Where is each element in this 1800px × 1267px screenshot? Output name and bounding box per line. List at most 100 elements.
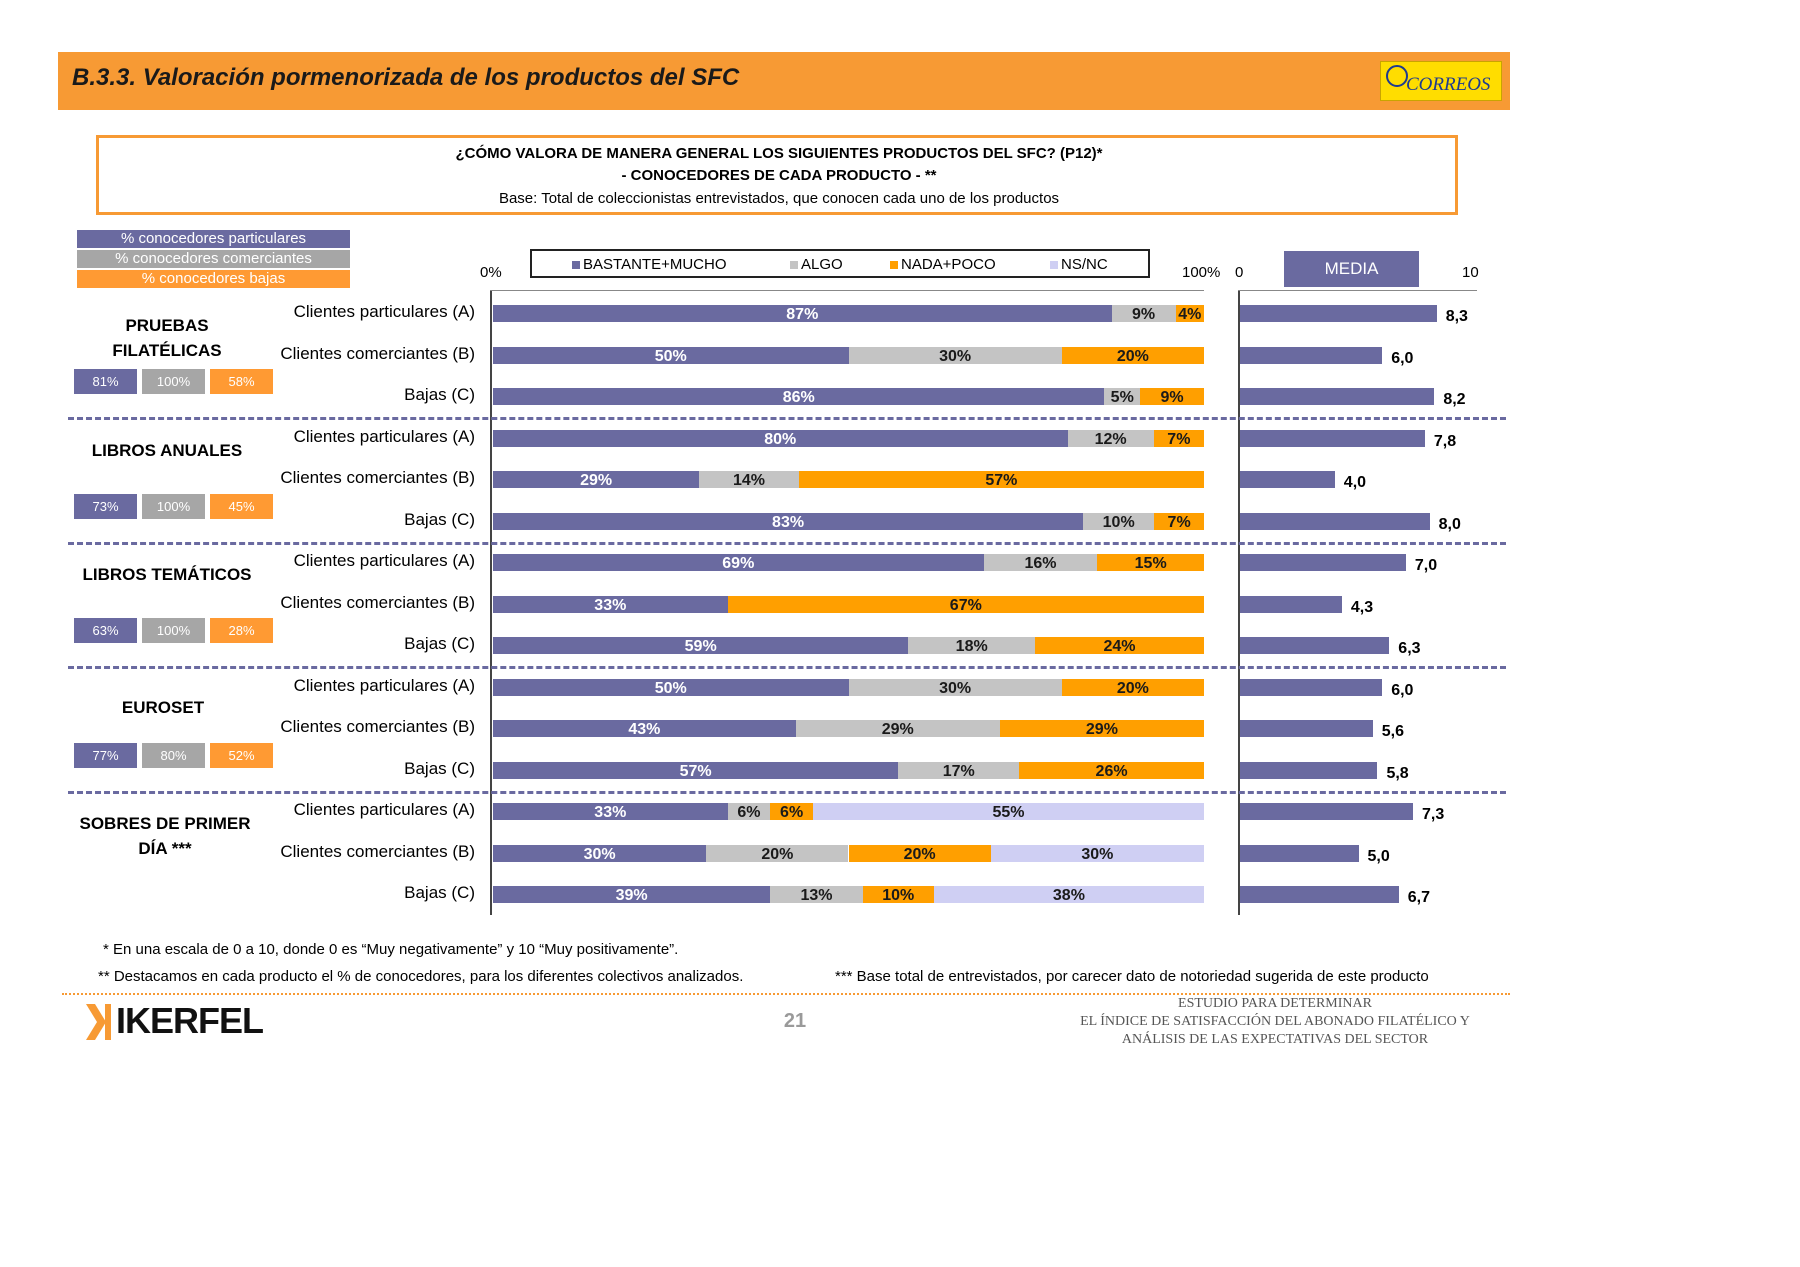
bar-segment-algo: [983, 554, 1098, 571]
bar-segment-bastante: [493, 554, 984, 571]
bar-segment-bastante: [493, 761, 899, 779]
data-label-bastante: 86%: [782, 389, 815, 406]
chart-legend: [530, 249, 1150, 278]
row-label: Clientes comerciantes (B): [280, 592, 475, 612]
legend-swatch-nsnc: [1050, 261, 1058, 270]
bar-segment-algo: [908, 637, 1036, 654]
bar-segment-nada: [1035, 637, 1204, 654]
media-bar: [1240, 761, 1378, 779]
awareness-chip-comerciantes: 80%: [142, 742, 205, 768]
data-label-algo: 18%: [955, 638, 988, 655]
media-bar: [1240, 429, 1425, 447]
bar-segment-nada: [727, 595, 1204, 613]
data-label-algo: 30%: [939, 679, 972, 697]
media-bar: [1240, 346, 1383, 364]
data-label-nada: 7%: [1167, 430, 1191, 448]
awareness-chip-particulares: 77%: [74, 742, 137, 768]
row-label: Bajas (C): [404, 509, 475, 529]
media-value: 7,8: [1433, 432, 1457, 450]
media-value: 8,2: [1443, 391, 1466, 408]
group-separator: [68, 666, 1506, 669]
bar-segment-nada: [1175, 305, 1204, 322]
row-label: Bajas (C): [404, 883, 475, 902]
group-name: LIBROS TEMÁTICOS: [82, 565, 252, 584]
awareness-chip-bajas: 58%: [210, 369, 273, 394]
data-label-bastante: 59%: [684, 638, 717, 655]
footer-divider: [62, 993, 1510, 995]
bar-segment-algo: [1083, 512, 1155, 530]
media-value: 6,0: [1391, 349, 1414, 367]
data-label-nada: 29%: [1085, 721, 1118, 738]
awareness-chip-bajas: 28%: [210, 618, 273, 643]
bar-segment-bastante: [493, 637, 909, 654]
bar-segment-nada: [1061, 346, 1204, 364]
group-separator: [68, 541, 1506, 545]
bar-segment-algo: [1067, 429, 1154, 447]
question-title: ¿CÓMO VALORA DE MANERA GENERAL LOS SIGUI…: [455, 145, 1103, 162]
legend-item-bastante: BASTANTE+MUCHO: [572, 256, 727, 273]
ikerfel-logo-bar: [105, 1004, 111, 1040]
data-label-algo: 10%: [1102, 513, 1135, 531]
data-label-nada: 6%: [780, 804, 804, 821]
post-horn-icon: [1386, 65, 1408, 87]
axis-left-max: 100%: [1182, 264, 1221, 281]
axis-media-max: 10: [1462, 264, 1479, 281]
question-base: Base: Total de coleccionistas entrevista…: [498, 190, 1060, 207]
row-label: Clientes particulares (A): [293, 675, 475, 695]
bar-segment-algo: [848, 346, 1062, 364]
row-label: Clientes comerciantes (B): [280, 841, 475, 861]
media-value: 7,3: [1422, 806, 1445, 823]
data-label-nsnc: 30%: [1081, 845, 1114, 863]
group-name: PRUEBAS FILATÉLICAS: [112, 316, 222, 360]
header-bar: [58, 52, 1510, 110]
data-label-nada: 7%: [1167, 513, 1191, 531]
question-box: [96, 135, 1458, 215]
data-label-bastante: 29%: [580, 472, 613, 489]
media-bar: [1240, 678, 1383, 696]
data-label-algo: 29%: [881, 721, 914, 738]
bar-segment-bastante: [493, 429, 1068, 447]
data-label-bastante: 80%: [764, 430, 797, 448]
bar-segment-nada: [862, 886, 934, 903]
legend-item-algo: ALGO: [790, 256, 843, 273]
bar-segment-algo: [1111, 305, 1176, 322]
data-label-nada: 26%: [1095, 762, 1128, 780]
question-subtitle: - CONOCEDORES DE CADA PRODUCTO - **: [621, 167, 937, 184]
media-bar: [1240, 512, 1430, 530]
bar-segment-nada: [1153, 429, 1204, 447]
data-label-nada: 4%: [1178, 306, 1202, 323]
row-label: Clientes particulares (A): [293, 551, 475, 570]
data-label-algo: 16%: [1024, 555, 1057, 572]
bar-segment-bastante: [493, 886, 771, 903]
bar-segment-nsnc: [933, 886, 1204, 903]
data-label-bastante: 50%: [654, 679, 687, 697]
media-bar: [1240, 595, 1342, 613]
media-bar: [1240, 803, 1413, 820]
bar-segment-algo: [848, 678, 1062, 696]
correos-logo-text: CORREOS: [1406, 74, 1491, 95]
bar-segment-nada: [770, 803, 813, 820]
axis-line-media-top: [1238, 290, 1477, 291]
row-label: Clientes particulares (A): [293, 800, 475, 819]
bar-segment-nada: [999, 720, 1204, 737]
bar-segment-bastante: [493, 720, 796, 737]
axis-line-left: [490, 290, 492, 915]
media-value: 4,0: [1343, 474, 1367, 491]
data-label-bastante: 69%: [722, 555, 755, 572]
row-label: Bajas (C): [404, 758, 475, 778]
bar-segment-bastante: [493, 844, 707, 862]
bar-segment-algo: [727, 803, 771, 820]
bar-segment-bastante: [493, 678, 849, 696]
bar-segment-bastante: [493, 471, 700, 488]
legend-label-nada: NADA+POCO: [901, 256, 996, 273]
row-label: Clientes comerciantes (B): [280, 343, 475, 363]
media-value: 8,3: [1445, 308, 1468, 325]
media-bar: [1240, 720, 1373, 737]
data-label-nada: 20%: [903, 845, 936, 863]
footnote-awareness: ** Destacamos en cada producto el % de c…: [98, 968, 744, 985]
bar-segment-nada: [1140, 388, 1204, 405]
data-label-algo: 5%: [1110, 389, 1134, 406]
bar-segment-bastante: [493, 512, 1084, 530]
media-bar: [1240, 844, 1359, 862]
awareness-chip-bajas: 52%: [210, 742, 273, 768]
